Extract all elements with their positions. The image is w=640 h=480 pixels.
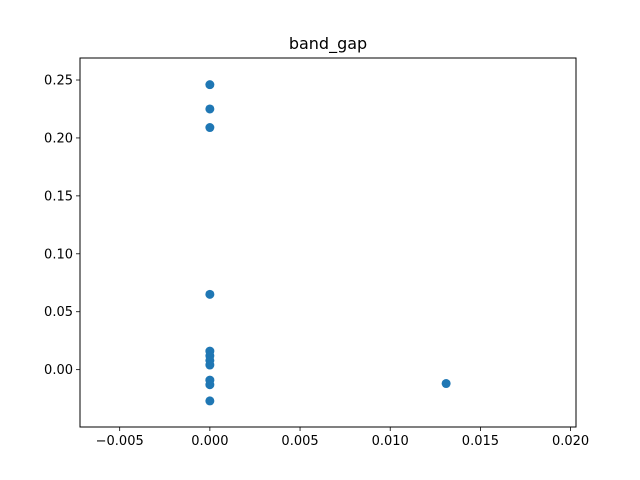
- x-tick-label: 0.000: [191, 434, 228, 449]
- y-tick-label: 0.15: [44, 189, 73, 204]
- x-tick-label: 0.005: [281, 434, 318, 449]
- scatter-point: [205, 123, 215, 133]
- plot-area-frame: [79, 57, 577, 428]
- y-tick-label: 0.05: [44, 305, 73, 320]
- scatter-point: [441, 379, 451, 389]
- x-tick-label: 0.010: [372, 434, 409, 449]
- y-tick-label: 0.00: [44, 363, 73, 378]
- scatter-point: [205, 380, 215, 390]
- chart-title: band_gap: [289, 34, 367, 54]
- x-tick-label: 0.020: [552, 434, 589, 449]
- x-tick-label: 0.015: [462, 434, 499, 449]
- scatter-point: [205, 360, 215, 370]
- y-tick-label: 0.25: [44, 74, 73, 89]
- y-tick-label: 0.10: [44, 247, 73, 262]
- scatter-point: [205, 289, 215, 299]
- scatter-point: [205, 396, 215, 406]
- y-tick-label: 0.20: [44, 131, 73, 146]
- x-tick-label: −0.005: [96, 434, 144, 449]
- scatter-point: [205, 80, 215, 90]
- scatter-point: [205, 104, 215, 114]
